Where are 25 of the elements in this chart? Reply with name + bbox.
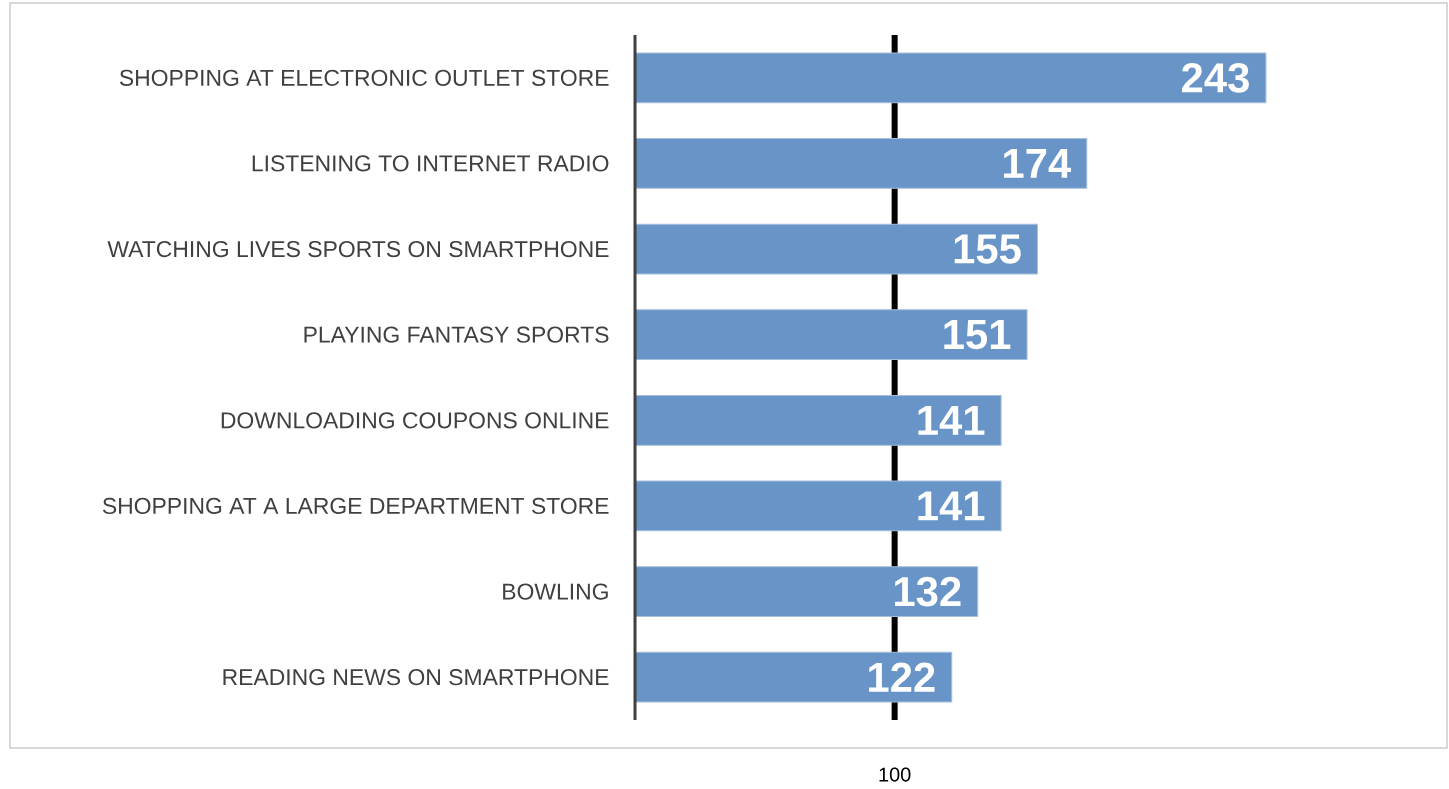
- data-label: 122: [869, 662, 935, 692]
- y-tick-label: SHOPPING AT A LARGE DEPARTMENT STORE: [102, 497, 609, 515]
- data-label: 243: [1182, 62, 1249, 93]
- y-tick-label: PLAYING FANTASY SPORTS: [304, 326, 609, 343]
- bar: [634, 223, 1038, 275]
- ref-line-label: 100: [879, 767, 911, 782]
- bar: [634, 480, 1002, 532]
- y-tick-label: BOWLING: [503, 583, 608, 600]
- data-label: 132: [895, 576, 961, 607]
- data-label: 141: [918, 405, 985, 435]
- bar: [634, 651, 953, 703]
- data-label: 151: [944, 320, 1011, 350]
- y-tick-label: SHOPPING AT ELECTRONIC OUTLET STORE: [119, 69, 609, 86]
- data-label: 141: [918, 491, 985, 521]
- data-label: 155: [954, 234, 1021, 264]
- bar: [634, 52, 1267, 104]
- y-tick-label: DOWNLOADING COUPONS ONLINE: [221, 412, 609, 429]
- data-label: 174: [1004, 149, 1071, 178]
- bar: [634, 566, 979, 617]
- bar: [634, 394, 1002, 446]
- y-tick-label: READING NEWS ON SMARTPHONE: [223, 669, 609, 686]
- y-tick-label: LISTENING TO INTERNET RADIO: [252, 155, 609, 172]
- bar: [634, 309, 1028, 361]
- y-tick-label: WATCHING LIVES SPORTS ON SMARTPHONE: [107, 240, 609, 258]
- bar: [634, 138, 1088, 189]
